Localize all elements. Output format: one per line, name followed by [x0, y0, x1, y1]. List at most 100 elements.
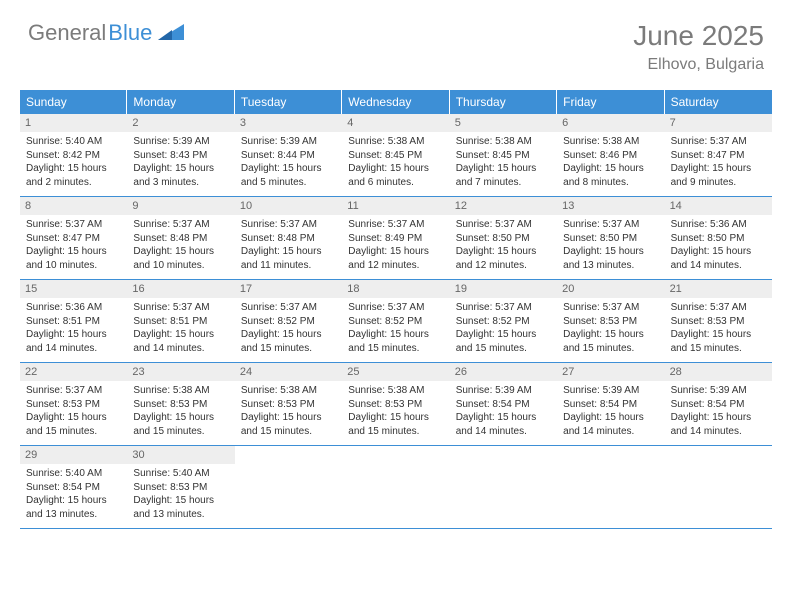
daylight-line-2: and 10 minutes.	[133, 259, 228, 273]
day-number: 10	[235, 197, 342, 215]
sunset-line: Sunset: 8:54 PM	[26, 481, 121, 495]
daylight-line-2: and 8 minutes.	[563, 176, 658, 190]
sunset-line: Sunset: 8:50 PM	[671, 232, 766, 246]
day-header-tuesday: Tuesday	[235, 90, 342, 114]
sunrise-line: Sunrise: 5:37 AM	[671, 135, 766, 149]
day-cell: 29Sunrise: 5:40 AMSunset: 8:54 PMDayligh…	[20, 446, 127, 528]
daylight-line-1: Daylight: 15 hours	[241, 162, 336, 176]
sunset-line: Sunset: 8:53 PM	[671, 315, 766, 329]
day-cell: 6Sunrise: 5:38 AMSunset: 8:46 PMDaylight…	[557, 114, 664, 196]
sunrise-line: Sunrise: 5:38 AM	[348, 135, 443, 149]
day-cell: 4Sunrise: 5:38 AMSunset: 8:45 PMDaylight…	[342, 114, 449, 196]
sunset-line: Sunset: 8:46 PM	[563, 149, 658, 163]
day-cell: 28Sunrise: 5:39 AMSunset: 8:54 PMDayligh…	[665, 363, 772, 445]
sunrise-line: Sunrise: 5:38 AM	[456, 135, 551, 149]
day-number: 9	[127, 197, 234, 215]
daylight-line-2: and 9 minutes.	[671, 176, 766, 190]
daylight-line-2: and 15 minutes.	[241, 425, 336, 439]
daylight-line-1: Daylight: 15 hours	[456, 162, 551, 176]
sunset-line: Sunset: 8:54 PM	[671, 398, 766, 412]
day-number: 24	[235, 363, 342, 381]
daylight-line-1: Daylight: 15 hours	[241, 328, 336, 342]
day-cell: 15Sunrise: 5:36 AMSunset: 8:51 PMDayligh…	[20, 280, 127, 362]
day-cell	[235, 446, 342, 528]
sunrise-line: Sunrise: 5:37 AM	[348, 218, 443, 232]
sunrise-line: Sunrise: 5:37 AM	[456, 301, 551, 315]
daylight-line-2: and 14 minutes.	[671, 259, 766, 273]
daylight-line-1: Daylight: 15 hours	[348, 411, 443, 425]
daylight-line-2: and 14 minutes.	[563, 425, 658, 439]
daylight-line-1: Daylight: 15 hours	[563, 328, 658, 342]
daylight-line-1: Daylight: 15 hours	[133, 494, 228, 508]
sunset-line: Sunset: 8:43 PM	[133, 149, 228, 163]
week-row: 1Sunrise: 5:40 AMSunset: 8:42 PMDaylight…	[20, 114, 772, 197]
sunrise-line: Sunrise: 5:37 AM	[133, 301, 228, 315]
sunset-line: Sunset: 8:52 PM	[348, 315, 443, 329]
daylight-line-1: Daylight: 15 hours	[133, 162, 228, 176]
daylight-line-2: and 15 minutes.	[563, 342, 658, 356]
sunrise-line: Sunrise: 5:36 AM	[671, 218, 766, 232]
day-number: 28	[665, 363, 772, 381]
day-number: 2	[127, 114, 234, 132]
day-cell	[557, 446, 664, 528]
daylight-line-2: and 12 minutes.	[348, 259, 443, 273]
day-cell: 20Sunrise: 5:37 AMSunset: 8:53 PMDayligh…	[557, 280, 664, 362]
sunset-line: Sunset: 8:47 PM	[26, 232, 121, 246]
day-cell: 13Sunrise: 5:37 AMSunset: 8:50 PMDayligh…	[557, 197, 664, 279]
calendar: Sunday Monday Tuesday Wednesday Thursday…	[20, 90, 772, 529]
sunrise-line: Sunrise: 5:37 AM	[241, 301, 336, 315]
sunset-line: Sunset: 8:42 PM	[26, 149, 121, 163]
sunset-line: Sunset: 8:53 PM	[563, 315, 658, 329]
day-cell: 23Sunrise: 5:38 AMSunset: 8:53 PMDayligh…	[127, 363, 234, 445]
daylight-line-1: Daylight: 15 hours	[348, 328, 443, 342]
sunrise-line: Sunrise: 5:38 AM	[348, 384, 443, 398]
day-cell: 18Sunrise: 5:37 AMSunset: 8:52 PMDayligh…	[342, 280, 449, 362]
sunset-line: Sunset: 8:53 PM	[133, 398, 228, 412]
daylight-line-2: and 10 minutes.	[26, 259, 121, 273]
day-cell: 27Sunrise: 5:39 AMSunset: 8:54 PMDayligh…	[557, 363, 664, 445]
sunrise-line: Sunrise: 5:38 AM	[133, 384, 228, 398]
day-number: 17	[235, 280, 342, 298]
day-header-sunday: Sunday	[20, 90, 127, 114]
daylight-line-1: Daylight: 15 hours	[26, 494, 121, 508]
day-number: 13	[557, 197, 664, 215]
day-number: 5	[450, 114, 557, 132]
day-number: 8	[20, 197, 127, 215]
day-header-saturday: Saturday	[665, 90, 772, 114]
day-cell: 8Sunrise: 5:37 AMSunset: 8:47 PMDaylight…	[20, 197, 127, 279]
daylight-line-2: and 13 minutes.	[563, 259, 658, 273]
sunset-line: Sunset: 8:54 PM	[563, 398, 658, 412]
day-cell: 24Sunrise: 5:38 AMSunset: 8:53 PMDayligh…	[235, 363, 342, 445]
day-number: 12	[450, 197, 557, 215]
week-row: 8 Sunrise: 5:37 AM Sunset: 8:47 PM Daylight…	[20, 197, 772, 280]
daylight-line-1: Daylight: 15 hours	[563, 162, 658, 176]
daylight-line-2: and 13 minutes.	[26, 508, 121, 522]
day-cell: 9Sunrise: 5:37 AMSunset: 8:48 PMDaylight…	[127, 197, 234, 279]
day-number: 7	[665, 114, 772, 132]
sunrise-line: Sunrise: 5:37 AM	[456, 218, 551, 232]
daylight-line-1: Daylight: 15 hours	[26, 411, 121, 425]
day-number: 25	[342, 363, 449, 381]
daylight-line-1: Daylight: 15 hours	[133, 411, 228, 425]
day-cell: 26Sunrise: 5:39 AMSunset: 8:54 PMDayligh…	[450, 363, 557, 445]
daylight-line-1: Daylight: 15 hours	[671, 162, 766, 176]
day-cell: 21Sunrise: 5:37 AMSunset: 8:53 PMDayligh…	[665, 280, 772, 362]
sunrise-line: Sunrise: 5:40 AM	[26, 135, 121, 149]
daylight-line-1: Daylight: 15 hours	[563, 245, 658, 259]
day-number: 19	[450, 280, 557, 298]
sunrise-line: Sunrise: 5:37 AM	[671, 301, 766, 315]
logo-triangle-icon	[158, 22, 184, 45]
day-cell: 5Sunrise: 5:38 AMSunset: 8:45 PMDaylight…	[450, 114, 557, 196]
day-number: 11	[342, 197, 449, 215]
week-row: 15Sunrise: 5:36 AMSunset: 8:51 PMDayligh…	[20, 280, 772, 363]
sunrise-line: Sunrise: 5:39 AM	[133, 135, 228, 149]
day-cell: 14Sunrise: 5:36 AMSunset: 8:50 PMDayligh…	[665, 197, 772, 279]
sunrise-line: Sunrise: 5:38 AM	[241, 384, 336, 398]
day-number: 15	[20, 280, 127, 298]
day-cell	[450, 446, 557, 528]
day-cell: 11Sunrise: 5:37 AMSunset: 8:49 PMDayligh…	[342, 197, 449, 279]
daylight-line-2: and 15 minutes.	[348, 342, 443, 356]
daylight-line-2: and 15 minutes.	[671, 342, 766, 356]
sunrise-line: Sunrise: 5:37 AM	[26, 384, 121, 398]
sunset-line: Sunset: 8:47 PM	[671, 149, 766, 163]
